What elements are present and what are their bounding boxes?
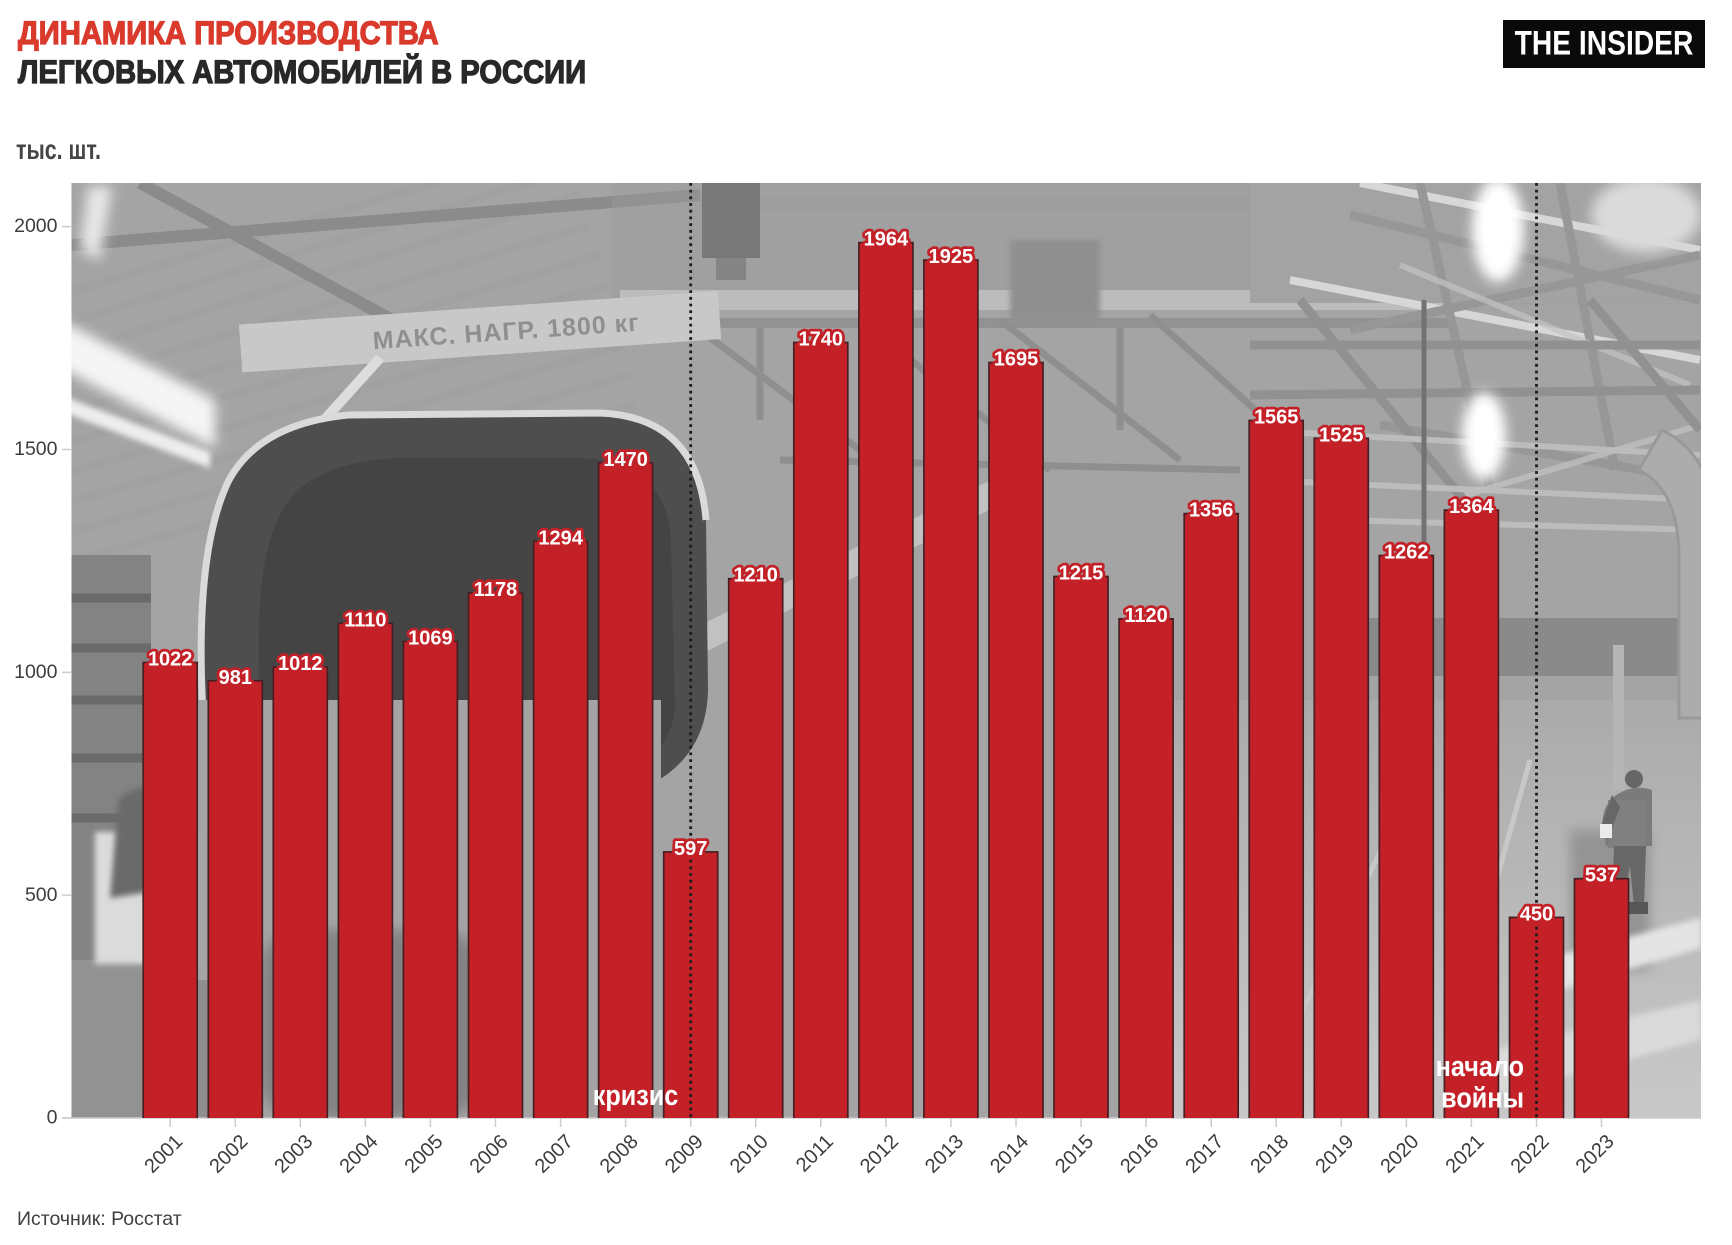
svg-text:537: 537 bbox=[1585, 865, 1618, 887]
svg-text:2016: 2016 bbox=[1116, 1131, 1163, 1178]
svg-text:2008: 2008 bbox=[596, 1131, 643, 1178]
svg-text:1500: 1500 bbox=[14, 438, 58, 460]
svg-text:1215: 1215 bbox=[1059, 563, 1104, 585]
svg-text:1262: 1262 bbox=[1384, 542, 1429, 564]
svg-text:2015: 2015 bbox=[1051, 1131, 1098, 1178]
svg-text:1364: 1364 bbox=[1449, 496, 1494, 518]
svg-text:2003: 2003 bbox=[270, 1131, 317, 1178]
svg-text:500: 500 bbox=[25, 884, 58, 906]
svg-text:2023: 2023 bbox=[1572, 1131, 1619, 1178]
svg-text:450: 450 bbox=[1520, 903, 1553, 925]
svg-text:1695: 1695 bbox=[994, 349, 1039, 371]
svg-text:1925: 1925 bbox=[929, 246, 974, 268]
svg-text:2017: 2017 bbox=[1181, 1131, 1228, 1178]
svg-text:2018: 2018 bbox=[1246, 1131, 1293, 1178]
svg-text:597: 597 bbox=[674, 838, 707, 860]
svg-text:1012: 1012 bbox=[278, 653, 323, 675]
svg-text:2019: 2019 bbox=[1311, 1131, 1358, 1178]
svg-text:1000: 1000 bbox=[14, 661, 58, 683]
svg-text:2002: 2002 bbox=[205, 1131, 252, 1178]
svg-text:1110: 1110 bbox=[344, 609, 386, 631]
svg-text:2009: 2009 bbox=[661, 1131, 708, 1178]
svg-text:0: 0 bbox=[47, 1107, 58, 1129]
svg-text:1120: 1120 bbox=[1124, 605, 1167, 627]
svg-text:2010: 2010 bbox=[726, 1131, 773, 1178]
svg-text:1210: 1210 bbox=[733, 565, 778, 587]
svg-text:981: 981 bbox=[219, 667, 252, 689]
svg-text:Источник: Росстат: Источник: Росстат bbox=[17, 1208, 182, 1230]
svg-text:начало: начало bbox=[1436, 1049, 1524, 1082]
svg-text:1356: 1356 bbox=[1189, 500, 1234, 522]
svg-text:1022: 1022 bbox=[148, 649, 193, 671]
svg-text:2006: 2006 bbox=[466, 1131, 513, 1178]
svg-text:1069: 1069 bbox=[408, 628, 453, 650]
svg-text:1565: 1565 bbox=[1254, 407, 1299, 429]
svg-text:1470: 1470 bbox=[603, 449, 648, 471]
svg-text:1740: 1740 bbox=[799, 329, 844, 351]
svg-text:2001: 2001 bbox=[140, 1131, 187, 1178]
svg-text:1964: 1964 bbox=[864, 229, 909, 251]
svg-text:2022: 2022 bbox=[1507, 1131, 1554, 1178]
svg-text:2000: 2000 bbox=[14, 215, 58, 237]
svg-text:2007: 2007 bbox=[531, 1131, 578, 1178]
svg-text:2013: 2013 bbox=[921, 1131, 968, 1178]
svg-text:2020: 2020 bbox=[1376, 1131, 1423, 1178]
svg-text:1294: 1294 bbox=[538, 527, 583, 549]
svg-text:1178: 1178 bbox=[474, 579, 517, 601]
svg-text:кризис: кризис bbox=[593, 1078, 679, 1111]
svg-text:2004: 2004 bbox=[336, 1131, 383, 1178]
svg-text:2005: 2005 bbox=[401, 1131, 448, 1178]
svg-text:войны: войны bbox=[1441, 1081, 1524, 1114]
svg-text:2014: 2014 bbox=[986, 1131, 1033, 1178]
svg-text:1525: 1525 bbox=[1319, 424, 1364, 446]
svg-text:2011: 2011 bbox=[792, 1131, 838, 1177]
svg-text:2021: 2021 bbox=[1442, 1131, 1489, 1178]
svg-text:2012: 2012 bbox=[856, 1131, 903, 1178]
